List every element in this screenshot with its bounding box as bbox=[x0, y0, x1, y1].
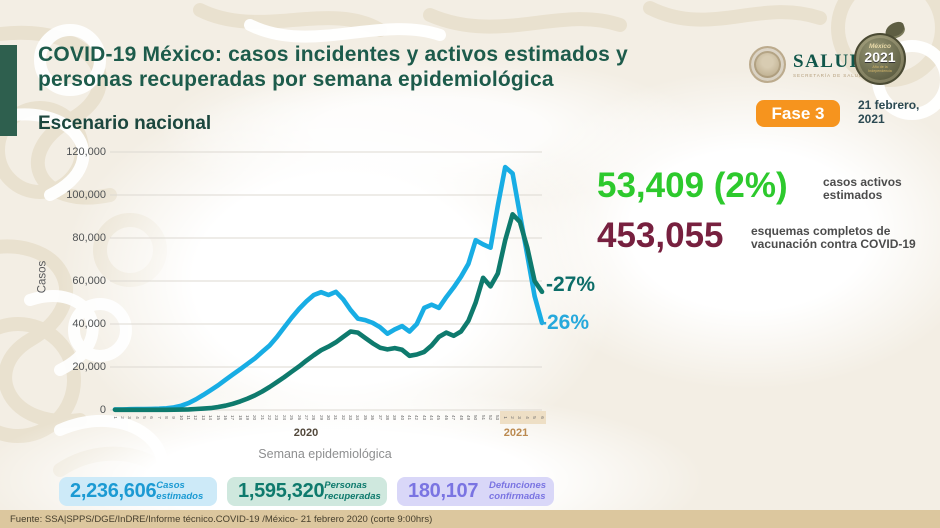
estimated-cases-value: 2,236,606 bbox=[70, 480, 157, 502]
x-axis-title: Semana epidemiológica bbox=[258, 447, 392, 461]
estimated-change-label: -26% bbox=[540, 311, 590, 334]
deaths-label: Defunciones confirmadas bbox=[489, 480, 547, 502]
y-tick-label: 120,000 bbox=[66, 146, 106, 158]
recovered-change-label: -27% bbox=[546, 273, 596, 296]
y-axis-labels: 0 20,000 40,000 60,000 80,000 100,000 120,000 bbox=[38, 146, 106, 416]
source-text: Fuente: SSA|SPPS/DGE/InDRE/Informe técni… bbox=[10, 513, 433, 525]
mexico-logo-year: 2021 bbox=[864, 49, 896, 66]
page-title: COVID-19 México: casos incidentes y acti… bbox=[38, 42, 628, 92]
mexico-logo-subtitle: Año de la Independencia bbox=[868, 65, 892, 74]
x-axis-ticks: 1 2 3 4 5 6 7 8 9 10 11 12 13 14 15 16 17 18 19 20 21 22 23 24 2… bbox=[110, 411, 546, 425]
y-tick-label: 40,000 bbox=[72, 318, 106, 330]
y-tick-label: 80,000 bbox=[72, 232, 106, 244]
estimated-cases-label: Casos estimados bbox=[156, 480, 204, 502]
bottom-stats: 2,236,606 Casos estimados 1,595,320 Pers… bbox=[59, 477, 554, 506]
x-tick-label: 6 bbox=[539, 416, 545, 419]
section-subtitle: Escenario nacional bbox=[38, 113, 212, 134]
active-cases-value: 53,409 (2%) bbox=[597, 166, 788, 205]
page-title-line2: personas recuperadas por semana epidemio… bbox=[38, 68, 554, 92]
deaths-value: 180,107 bbox=[408, 480, 479, 502]
x-axis-2021-highlight bbox=[500, 411, 546, 424]
recovered-value: 1,595,320 bbox=[238, 480, 325, 502]
y-tick-label: 100,000 bbox=[66, 189, 106, 201]
phase-badge: Fase 3 bbox=[756, 100, 840, 127]
mexico-2021-logo: México 2021 Año de la Independencia bbox=[851, 20, 907, 95]
x-axis-year-2020: 2020 bbox=[293, 427, 319, 439]
chart-plot bbox=[110, 151, 545, 413]
report-date: 21 febrero, 2021 bbox=[858, 98, 920, 127]
recovered-label: Personas recuperadas bbox=[324, 480, 381, 502]
mexico-logo-text: México bbox=[868, 42, 892, 50]
stat-pill-deaths: 180,107 Defunciones confirmadas bbox=[397, 477, 554, 506]
mexico-2021-seal: México 2021 Año de la Independencia bbox=[854, 33, 906, 85]
active-cases-label: casos activos estimados bbox=[823, 175, 902, 203]
stat-pill-recovered: 1,595,320 Personas recuperadas bbox=[227, 477, 387, 506]
page-title-line1: COVID-19 México: casos incidentes y acti… bbox=[38, 43, 628, 66]
vaccination-label: esquemas completos de vacunación contra … bbox=[751, 224, 916, 252]
salud-eagle-seal-icon bbox=[749, 46, 786, 83]
salud-logo-text: SALUD SECRETARÍA DE SALUD bbox=[793, 52, 865, 78]
series-line-casos-estimados bbox=[112, 164, 545, 412]
salud-logo-subtitle: SECRETARÍA DE SALUD bbox=[793, 72, 864, 78]
y-tick-label: 60,000 bbox=[72, 275, 106, 287]
y-tick-label: 0 bbox=[99, 404, 106, 416]
stat-pill-estimated-cases: 2,236,606 Casos estimados bbox=[59, 477, 217, 506]
series-line-personas-recuperadas bbox=[112, 212, 545, 413]
source-footer: Fuente: SSA|SPPS/DGE/InDRE/Informe técni… bbox=[0, 510, 940, 528]
salud-logo: SALUD SECRETARÍA DE SALUD bbox=[749, 46, 865, 83]
title-accent-bar bbox=[0, 45, 17, 136]
salud-logo-name: SALUD bbox=[793, 50, 865, 72]
x-axis-year-2021: 2021 bbox=[503, 427, 529, 439]
vaccination-value: 453,055 bbox=[597, 216, 724, 255]
y-tick-label: 20,000 bbox=[72, 361, 106, 373]
